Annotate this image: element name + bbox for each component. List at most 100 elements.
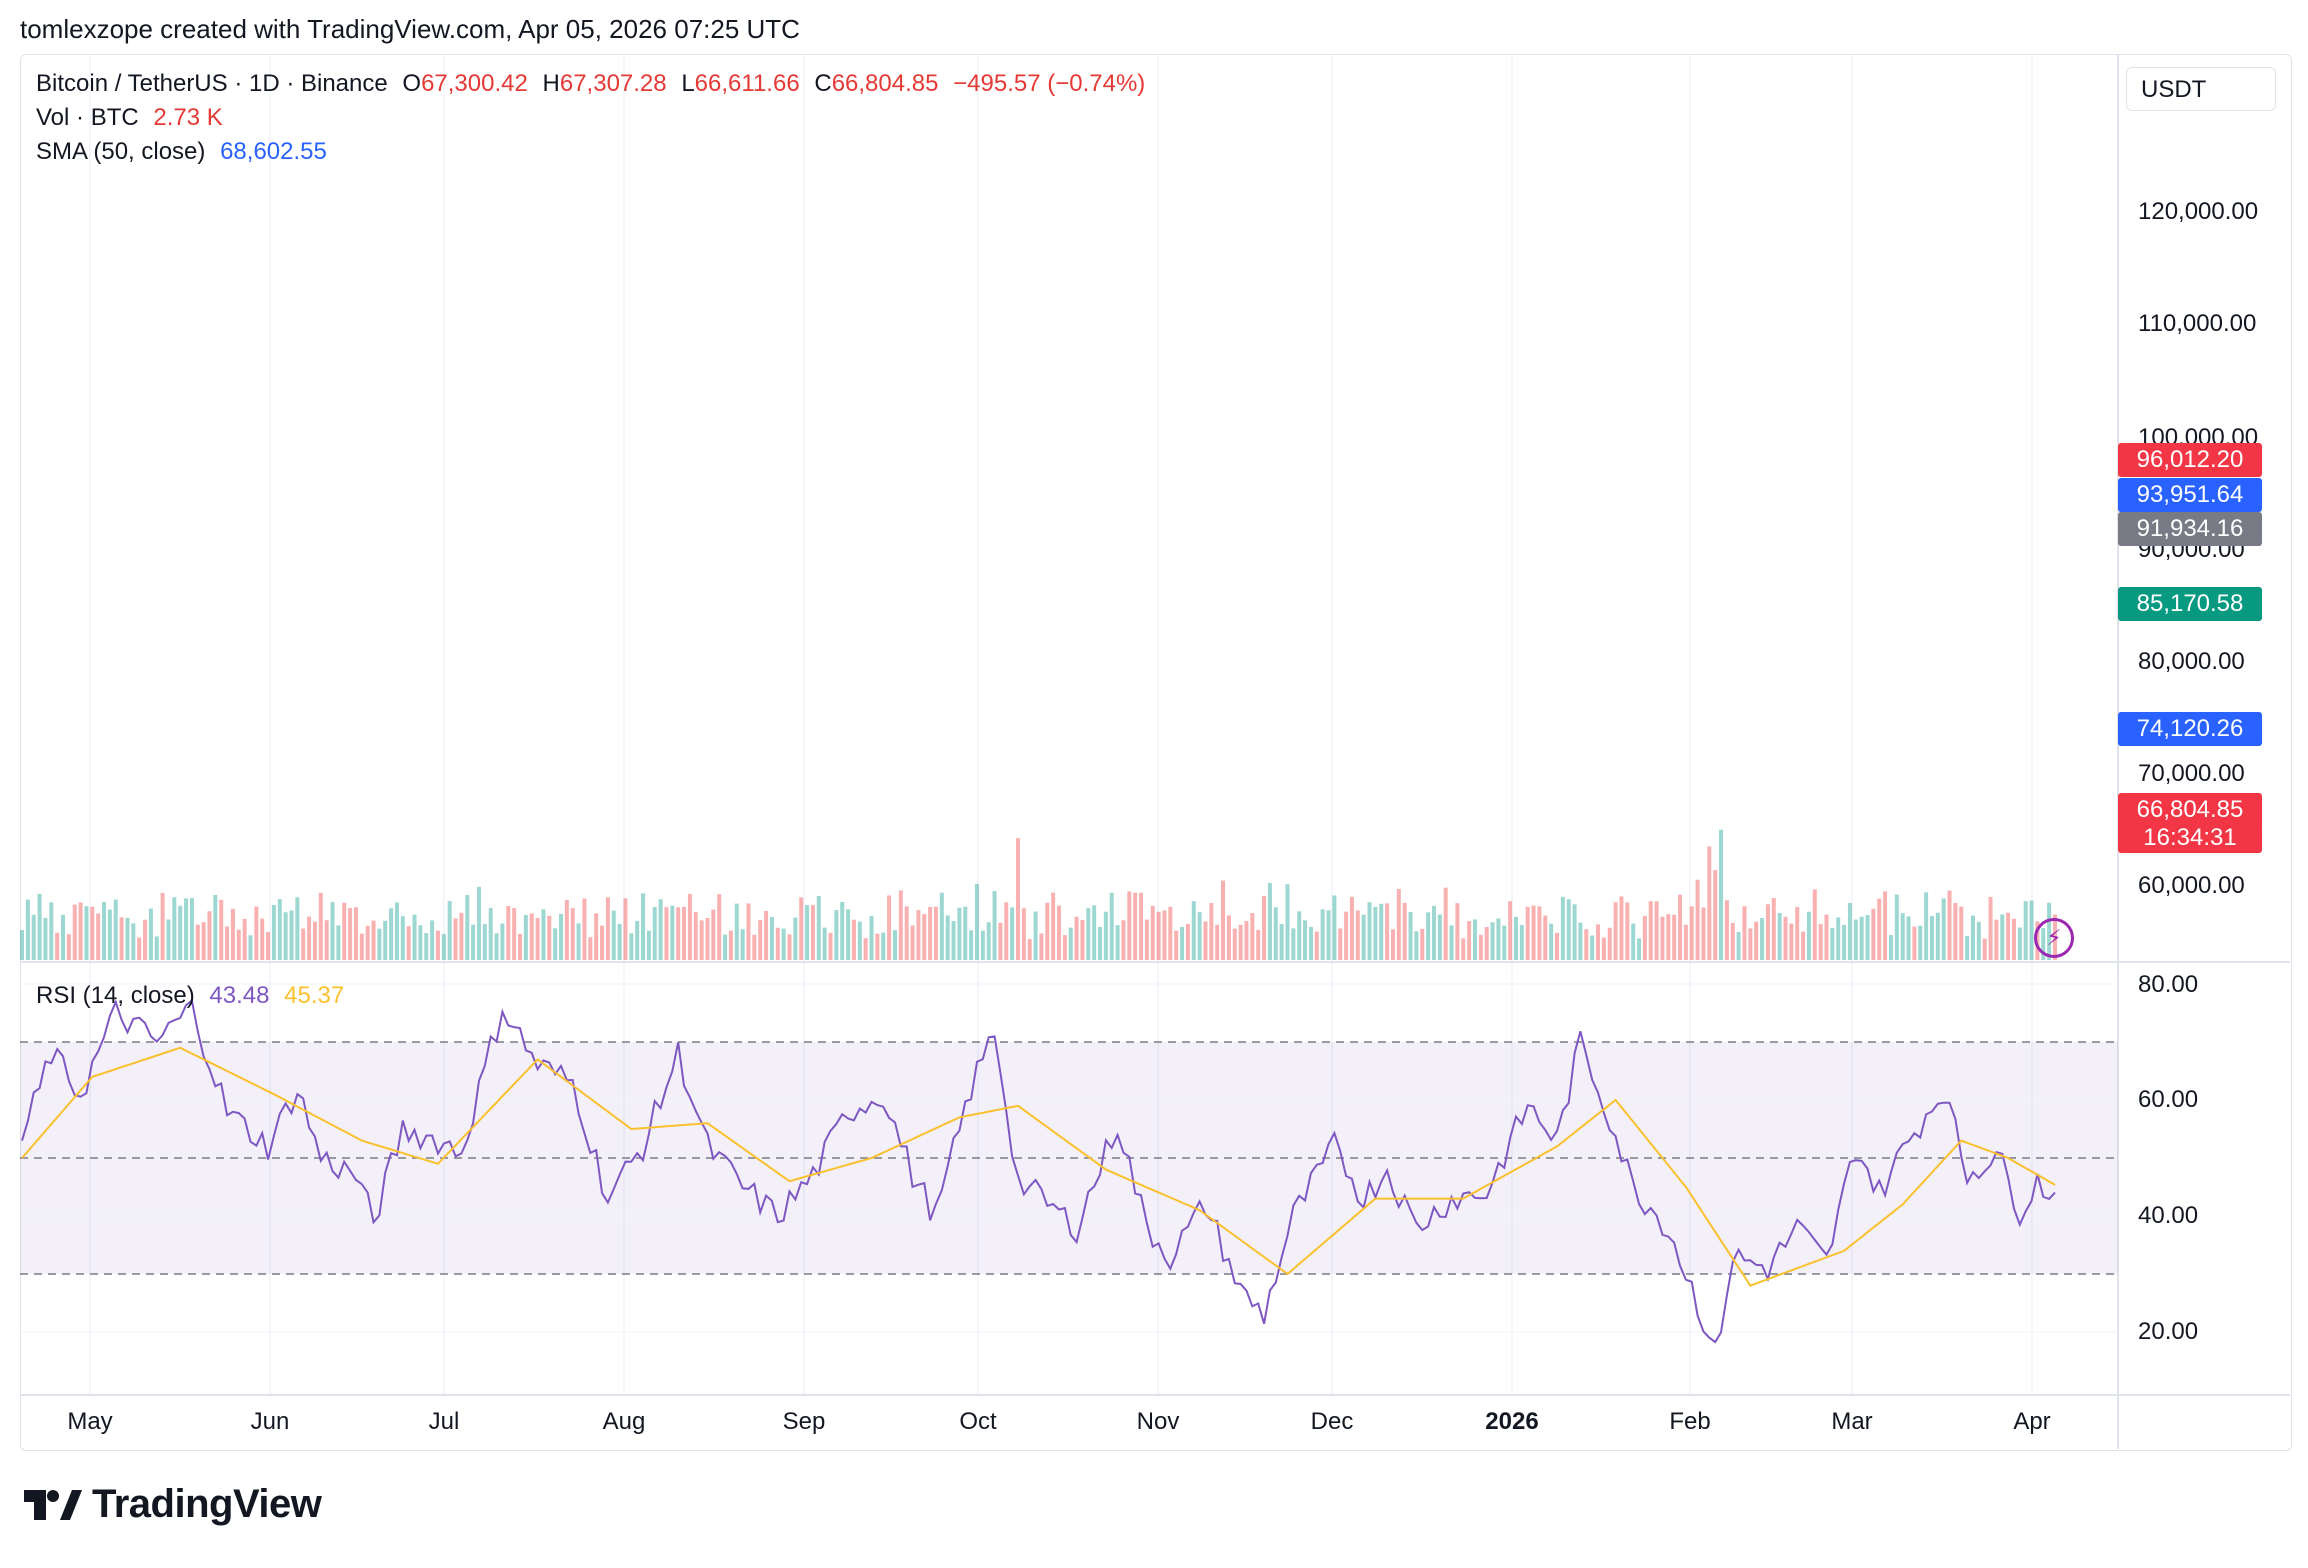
ohlc-legend: Bitcoin / TetherUS · 1D · Binance O67,30… (36, 70, 1146, 97)
badge-hline-lower: 74,120.26 (2118, 712, 2262, 746)
volume-bar (1801, 931, 1806, 960)
volume-bar (359, 933, 364, 960)
volume-bar (1736, 932, 1741, 960)
volume-bar (43, 917, 48, 960)
volume-bar (1250, 913, 1255, 960)
volume-bar (25, 899, 30, 960)
volume-bar (1086, 908, 1091, 960)
volume-bar (430, 920, 435, 960)
volume-bar (295, 897, 300, 960)
symbol-title[interactable]: Bitcoin / TetherUS · 1D · Binance (36, 70, 388, 97)
volume-bar (1326, 910, 1331, 960)
volume-bar (1654, 901, 1659, 960)
volume-bar (1426, 912, 1431, 960)
volume-bar (1748, 928, 1753, 960)
volume-bar (1877, 898, 1882, 960)
volume-bar (1004, 902, 1009, 960)
volume-bar (1367, 902, 1372, 960)
volume-bar (1900, 913, 1905, 960)
volume-bar (541, 909, 546, 960)
volume-bar (189, 898, 194, 960)
volume-bar (734, 903, 739, 960)
volume-bar (1267, 882, 1272, 960)
volume-bar (1396, 888, 1401, 960)
volume-bar (1472, 919, 1477, 960)
volume-bar (377, 928, 382, 960)
volume-bar (1637, 938, 1642, 960)
volume-bar (1976, 921, 1981, 960)
chart-frame (20, 54, 2292, 1451)
volume-bar (764, 911, 769, 960)
volume-bar (1865, 915, 1870, 960)
volume-bar (711, 909, 716, 960)
badge-hline-upper: 93,951.64 (2118, 478, 2262, 512)
volume-bar (1672, 914, 1677, 960)
volume-bar (1830, 927, 1835, 960)
volume-bar (1812, 889, 1817, 960)
month-label: Nov (1136, 1408, 1180, 1435)
volume-bar (529, 913, 534, 960)
volume-bar (61, 914, 66, 960)
volume-bar (933, 906, 938, 960)
volume-bar (1859, 916, 1864, 960)
volume-bar (887, 895, 892, 960)
year-label: 2026 (1485, 1408, 1539, 1435)
volume-bar (1385, 903, 1390, 960)
volume-bar (2017, 927, 2022, 960)
volume-bar (2000, 914, 2005, 960)
volume-bar (271, 904, 276, 960)
volume-bar (330, 902, 335, 960)
volume-bar (1185, 923, 1190, 960)
volume-bar (1490, 922, 1495, 960)
volume-bar (119, 917, 124, 960)
low-value: 66,611.66 (694, 70, 800, 97)
volume-bar (1965, 935, 1970, 960)
volume-bar (922, 914, 927, 960)
volume-bar (353, 907, 358, 960)
volume-bar (213, 894, 218, 960)
volume-bar (517, 933, 522, 960)
volume-bar (945, 915, 950, 960)
lightning-icon[interactable]: ⚡ (2034, 918, 2074, 958)
volume-bar (635, 920, 640, 960)
volume-bar (301, 928, 306, 960)
volume-bar (1402, 902, 1407, 960)
volume-bar (963, 906, 968, 960)
volume-bar (72, 904, 77, 960)
volume-bar (781, 928, 786, 960)
price-tick: 110,000.00 (2138, 310, 2257, 337)
volume-bar (576, 923, 581, 960)
volume-bar (1771, 898, 1776, 960)
volume-bar (1935, 912, 1940, 960)
volume-bar (851, 919, 856, 960)
volume-bar (494, 933, 499, 960)
volume-bar (594, 913, 599, 960)
volume-bar (1642, 915, 1647, 960)
volume-bar (1513, 916, 1518, 960)
volume-bar (1918, 925, 1923, 960)
volume-bar (2029, 900, 2034, 960)
volume-bar (687, 893, 692, 960)
volume-bar (1133, 892, 1138, 960)
volume-bar (1115, 925, 1120, 960)
volume-bar (348, 908, 353, 960)
change-value: −495.57 (−0.74%) (953, 70, 1146, 97)
volume-bar (986, 922, 991, 960)
currency-selector[interactable]: USDT (2126, 67, 2276, 111)
month-label: Apr (2013, 1408, 2051, 1435)
volume-bar (2011, 918, 2016, 960)
volume-bar (758, 920, 763, 960)
volume-bar (793, 917, 798, 960)
volume-bar (1103, 911, 1108, 960)
sma-value: 68,602.55 (220, 138, 327, 165)
volume-bar (1174, 930, 1179, 960)
volume-bar (1648, 901, 1653, 960)
attribution-header: tomlexzope created with TradingView.com,… (20, 14, 800, 44)
volume-bar (1730, 922, 1735, 960)
volume-bar (1057, 905, 1062, 960)
volume-bar (172, 897, 177, 960)
volume-bar (1549, 923, 1554, 960)
volume-bar (1390, 929, 1395, 960)
volume-bar (1484, 927, 1489, 960)
